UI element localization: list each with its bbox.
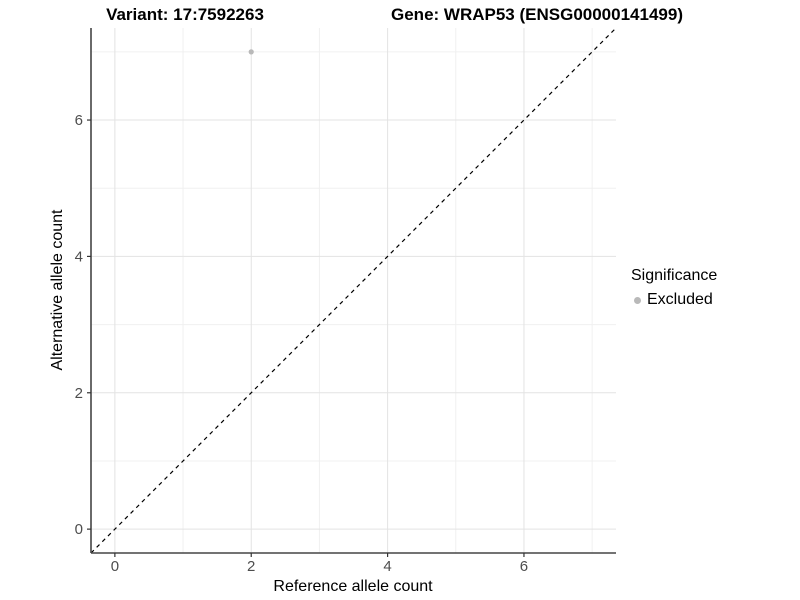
plot-title-gene: Gene: WRAP53 (ENSG00000141499) — [391, 5, 683, 24]
x-axis-title: Reference allele count — [273, 578, 433, 595]
circle-icon — [634, 296, 641, 304]
y-tick-label: 6 — [75, 112, 83, 129]
legend-item-label: Excluded — [647, 291, 713, 308]
x-tick-label: 4 — [383, 558, 391, 575]
grid-major-lines — [91, 28, 616, 553]
plot-title-variant: Variant: 17:7592263 — [106, 5, 264, 24]
identity-line — [90, 27, 617, 554]
y-tick-label: 4 — [75, 248, 83, 265]
data-points — [248, 49, 254, 55]
x-tick-label: 0 — [111, 558, 119, 575]
identity-line-group — [90, 27, 617, 554]
y-axis-title: Alternative allele count — [49, 209, 66, 371]
axis-tick-labels: 0 2 4 6 0 2 4 6 — [75, 112, 528, 575]
x-tick-label: 2 — [247, 558, 255, 575]
data-point — [248, 49, 254, 55]
y-tick-label: 0 — [75, 521, 83, 538]
axis-tick-marks — [87, 119, 525, 557]
x-tick-label: 6 — [520, 558, 528, 575]
grid-minor-lines — [91, 28, 616, 553]
y-tick-label: 2 — [75, 385, 83, 402]
legend-title: Significance — [631, 267, 718, 284]
legend-item-excluded: Excluded — [634, 291, 713, 309]
axis-lines — [90, 28, 616, 554]
